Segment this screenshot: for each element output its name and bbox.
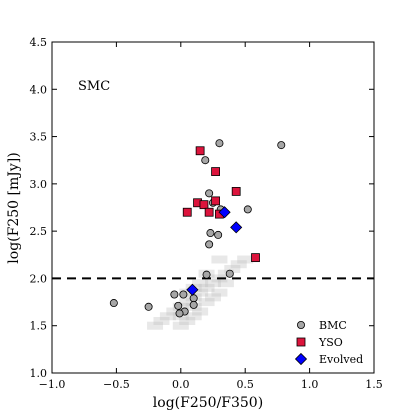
y-tick-label: 4.0 bbox=[30, 83, 48, 96]
evolved-point bbox=[218, 206, 231, 219]
legend-marker-yso bbox=[296, 337, 306, 347]
bmc-point bbox=[189, 300, 198, 309]
yso-point bbox=[195, 146, 205, 156]
bmc-point bbox=[277, 141, 286, 150]
density-cell bbox=[166, 307, 183, 316]
density-cell bbox=[198, 298, 215, 307]
evolved-point bbox=[230, 221, 243, 234]
density-cell bbox=[205, 279, 221, 288]
legend-marker-bmc bbox=[296, 320, 305, 329]
y-tick-label: 3.5 bbox=[30, 131, 48, 144]
density-cell bbox=[217, 279, 234, 288]
x-tick-label: 0.5 bbox=[236, 378, 254, 391]
yso-point bbox=[199, 200, 209, 210]
yso-point bbox=[182, 207, 192, 217]
density-cell bbox=[159, 312, 176, 321]
density-cell bbox=[179, 316, 196, 325]
density-cell bbox=[211, 255, 228, 264]
legend-marker-evolved bbox=[294, 352, 308, 366]
density-cell bbox=[230, 260, 247, 269]
density-cell bbox=[172, 321, 189, 330]
yso-point bbox=[211, 196, 220, 206]
density-cell bbox=[185, 312, 202, 321]
bmc-point bbox=[202, 270, 211, 279]
density-cell bbox=[224, 264, 241, 273]
legend-label-evolved: Evolved bbox=[319, 353, 363, 366]
y-tick-label: 2.0 bbox=[30, 272, 48, 285]
y-tick-label: 1.0 bbox=[30, 367, 48, 380]
bmc-point bbox=[201, 156, 210, 165]
points-layer bbox=[109, 139, 286, 318]
density-cell bbox=[179, 298, 196, 307]
x-tick-label: −1.0 bbox=[39, 378, 66, 391]
density-cell bbox=[179, 288, 196, 297]
x-tick-label: −0.5 bbox=[103, 378, 130, 391]
y-tick-label: 1.5 bbox=[30, 320, 48, 333]
bmc-point bbox=[225, 269, 234, 278]
bmc-point bbox=[214, 230, 223, 239]
x-tick-label: 0.0 bbox=[172, 378, 190, 391]
bmc-point bbox=[175, 309, 184, 318]
bmc-point bbox=[109, 299, 118, 308]
density-cell bbox=[192, 279, 209, 288]
density-cell bbox=[192, 307, 209, 316]
density-cell bbox=[211, 288, 228, 297]
yso-point bbox=[204, 207, 214, 217]
y-tick-label: 3.0 bbox=[30, 178, 48, 191]
ticks-layer: −1.0 −0.5 0.0 0.5 1.0 1.5 1.0 1.5 2.0 2.5 3.0 3.5 4.… bbox=[30, 36, 383, 391]
bmc-point bbox=[179, 290, 188, 299]
legend-label-yso: YSO bbox=[318, 336, 343, 349]
bmc-point bbox=[205, 240, 214, 249]
bmc-point bbox=[174, 301, 183, 310]
y-axis-label: log(F250 [mJy]) bbox=[6, 152, 22, 263]
inset-label: SMC bbox=[78, 79, 110, 94]
density-cell bbox=[198, 283, 215, 292]
x-axis-label: log(F250/F350) bbox=[153, 395, 263, 411]
bmc-point bbox=[144, 302, 153, 311]
bmc-point bbox=[243, 205, 252, 214]
density-cell bbox=[205, 293, 221, 302]
yso-point bbox=[231, 187, 241, 196]
legend-label-bmc: BMC bbox=[319, 319, 347, 332]
bmc-point bbox=[189, 294, 198, 303]
yso-point bbox=[211, 167, 220, 176]
evolved-point bbox=[186, 283, 199, 296]
y-tick-label: 2.5 bbox=[30, 225, 48, 238]
yso-point bbox=[251, 253, 260, 263]
plot-border bbox=[51, 41, 375, 374]
x-tick-label: 1.5 bbox=[365, 378, 383, 391]
density-cell bbox=[153, 316, 170, 325]
bmc-point bbox=[205, 189, 214, 198]
bmc-point bbox=[215, 139, 224, 148]
plot-frame bbox=[51, 41, 375, 374]
x-tick-label: 1.0 bbox=[301, 378, 319, 391]
y-tick-label: 4.5 bbox=[30, 36, 48, 49]
density-cell bbox=[237, 255, 254, 264]
density-cell bbox=[192, 288, 209, 297]
density-cell bbox=[147, 321, 164, 330]
bmc-point bbox=[170, 290, 179, 299]
legend: BMC YSO Evolved bbox=[294, 319, 363, 366]
bmc-point bbox=[206, 229, 215, 238]
